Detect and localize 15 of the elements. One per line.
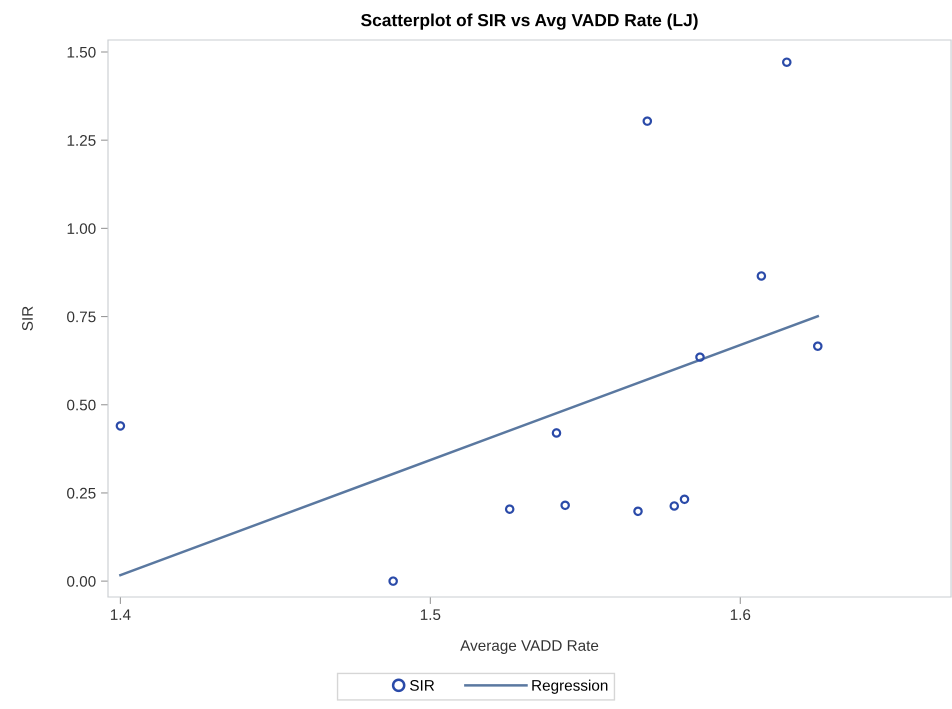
chart-title: Scatterplot of SIR vs Avg VADD Rate (LJ) — [361, 14, 698, 30]
y-tick-label: 0.75 — [67, 311, 96, 322]
x-tick-label: 1.4 — [110, 609, 131, 620]
legend-label: SIR — [410, 680, 434, 691]
y-tick-label: 0.50 — [67, 400, 96, 410]
y-tick-label: 1.50 — [68, 46, 96, 58]
x-axis-title: Average VADD Rate — [460, 640, 598, 654]
y-tick-label: 0.25 — [67, 488, 96, 499]
y-axis-title: SIR — [22, 306, 33, 331]
y-tick-label: 1.25 — [68, 135, 96, 146]
y-tick-label: 1.00 — [68, 223, 96, 234]
x-tick-label: 1.6 — [730, 609, 750, 620]
y-tick-label: 0.00 — [67, 576, 96, 587]
legend-label: Regression — [532, 680, 608, 694]
x-tick-label: 1.5 — [420, 609, 440, 620]
